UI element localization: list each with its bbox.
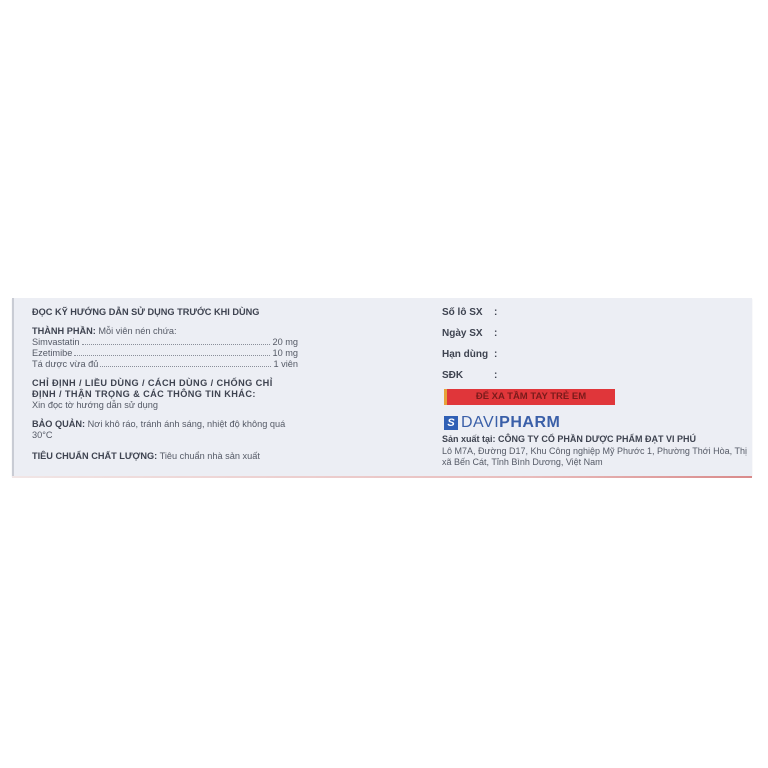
manufacturer-name: CÔNG TY CỔ PHẦN DƯỢC PHẨM ĐẠT VI PHÚ — [498, 434, 697, 444]
ingredient-name: Ezetimibe — [32, 348, 73, 358]
indications-text: Xin đọc tờ hướng dẫn sử dụng — [32, 400, 159, 410]
davipharm-logo-icon: S — [444, 416, 458, 430]
child-warning-banner: ĐỂ XA TẦM TAY TRẺ EM — [444, 389, 615, 405]
ingredient-amount: 20 mg — [272, 337, 298, 347]
ingredient-amount: 10 mg — [272, 348, 298, 358]
ingredient-amount: 1 viên — [273, 359, 298, 369]
quality-text: Tiêu chuẩn nhà sản xuất — [159, 451, 260, 461]
composition-label: THÀNH PHẦN: — [32, 326, 96, 336]
davipharm-logo: S DAVIPHARM — [444, 414, 560, 432]
ingredient-row: Ezetimibe 10 mg — [32, 348, 298, 359]
quality-label: TIÊU CHUẨN CHẤT LƯỢNG: — [32, 451, 158, 461]
ingredient-name: Tá dược vừa đủ — [32, 359, 99, 369]
ingredient-row: Simvastatin 20 mg — [32, 337, 298, 348]
storage-label: BẢO QUẢN: — [32, 419, 86, 429]
panel-bottom-edge — [12, 476, 752, 478]
heading: ĐỌC KỸ HƯỚNG DẪN SỬ DỤNG TRƯỚC KHI DÙNG — [32, 307, 260, 317]
batch-number-field: Số lô SX: — [442, 307, 498, 318]
manufacturer-label: Sản xuất tại: — [442, 434, 496, 444]
composition-text: Mỗi viên nén chứa: — [98, 326, 177, 336]
ingredient-name: Simvastatin — [32, 337, 80, 347]
package-side-panel: ĐỌC KỸ HƯỚNG DẪN SỬ DỤNG TRƯỚC KHI DÙNG … — [12, 298, 752, 476]
ingredient-row: Tá dược vừa đủ 1 viên — [32, 359, 298, 370]
manufacture-date-field: Ngày SX: — [442, 328, 498, 339]
storage-text: Nơi khô ráo, tránh ánh sáng, nhiệt độ kh… — [32, 419, 286, 440]
manufacturer-info: Sản xuất tại: CÔNG TY CỔ PHẦN DƯỢC PHẨM … — [442, 434, 752, 469]
usage-info: ĐỌC KỸ HƯỚNG DẪN SỬ DỤNG TRƯỚC KHI DÙNG … — [32, 307, 298, 462]
expiry-date-field: Hạn dùng: — [442, 349, 498, 360]
indications-label: CHỈ ĐỊNH / LIỀU DÙNG / CÁCH DÙNG / CHỐNG… — [32, 378, 273, 399]
manufacturer-address: Lô M7A, Đường D17, Khu Công nghiệp Mỹ Ph… — [442, 445, 748, 468]
registration-number-field: SĐK: — [442, 370, 498, 381]
